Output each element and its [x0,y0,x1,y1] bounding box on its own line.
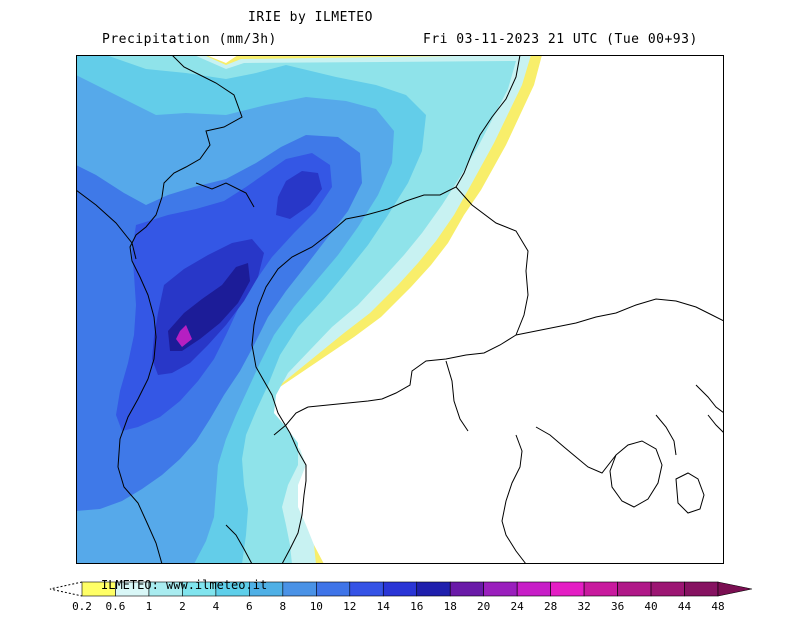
legend-tick-label: 18 [444,600,457,613]
legend-tick-label: 36 [611,600,624,613]
border-interior-b [455,186,529,336]
coastline-balkans [251,55,521,564]
legend-tick-label: 20 [477,600,490,613]
precip-max-magenta [176,325,192,347]
legend-swatch [516,581,551,597]
legend-tick-label: 0.2 [72,600,92,613]
precipitation-map [76,55,724,564]
color-scale-legend: 0.2 0.6 1 2 4 6 8 10 12 14 16 18 20 24 28 32 36 40 44 48 [49,581,753,613]
legend-swatch [416,581,451,597]
coastline-north-greece [535,426,617,474]
border-interior-d [307,334,517,408]
coastline-islands [707,414,724,434]
legend-tick-label: 44 [678,600,692,613]
border-interior-g [501,434,527,564]
coastline-chalkidiki [609,440,663,508]
legend-tick-label: 8 [280,600,287,613]
legend-tick-label: 16 [410,600,423,613]
legend-tick-label: 24 [511,600,525,613]
coastline-islands-b [655,414,677,456]
legend-swatch [550,581,585,597]
map-frame [76,55,724,564]
precip-band-navy [168,263,250,351]
coastline-south [225,524,253,564]
legend-swatch [583,581,618,597]
legend-swatch [483,581,518,597]
legend-swatch [684,581,719,597]
legend-tick-label: 12 [343,600,356,613]
legend-tick-label: 0.6 [106,600,126,613]
border-north [76,189,137,260]
legend-swatch [650,581,685,597]
legend-tick-label: 6 [246,600,253,613]
legend-tick-label: 40 [644,600,657,613]
legend-swatch [449,581,484,597]
border-interior-a [195,182,255,208]
border-interior-e [273,406,309,436]
legend-tick-label: 2 [179,600,186,613]
legend-swatch [382,581,418,597]
legend-swatch [349,581,384,597]
legend-tick-label: 4 [213,600,220,613]
map-title: IRIE by ILMETEO [248,10,373,25]
credit-text: ILMETEO: www.ilmeteo.it [101,578,268,592]
legend-tick-label: 48 [711,600,724,613]
variable-label: Precipitation (mm/3h) [102,32,277,47]
legend-over-arrow [717,581,753,597]
legend-swatch [316,581,351,597]
legend-tick-label: 32 [577,600,590,613]
border-interior-f [445,360,469,432]
coastline-peninsula-b [675,472,705,514]
legend-tick-label: 10 [310,600,323,613]
legend-swatch [282,581,317,597]
legend-under-arrow [49,581,83,597]
legend-tick-label: 14 [377,600,391,613]
run-info: Fri 03-11-2023 21 UTC (Tue 00+93) [423,32,698,47]
border-interior-c [515,298,724,336]
legend-swatch [617,581,652,597]
coastline-italy [117,55,243,564]
legend-tick-label: 1 [146,600,153,613]
legend-tick-label: 28 [544,600,557,613]
coastline-east [695,384,724,414]
coastline-borders [76,55,724,564]
